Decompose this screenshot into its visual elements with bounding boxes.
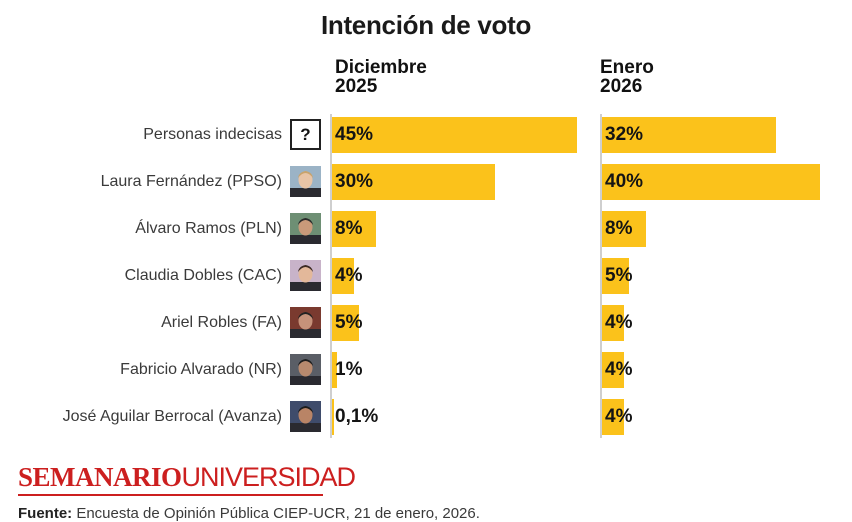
bar [602,305,624,341]
data-label: 1% [335,359,363,380]
data-label: 5% [605,265,633,286]
category-label: Álvaro Ramos (PLN) [135,220,282,237]
axis-line-december [330,114,332,438]
category-label: Ariel Robles (FA) [161,314,282,331]
data-label: 5% [335,312,363,333]
series-header-january: Enero 2026 [600,58,760,96]
candidate-photo [290,354,321,385]
bar [332,211,376,247]
bar [602,211,646,247]
category-label: Laura Fernández (PPSO) [100,173,282,190]
bar [332,399,334,435]
axis-line-january [600,114,602,438]
logo-light-part: UNIVERSIDAD [181,462,357,492]
bar [332,305,360,341]
data-label: 8% [335,218,363,239]
candidate-photo [290,401,321,432]
candidate-photo [290,307,321,338]
series-header-line2: 2026 [600,76,643,97]
logo-bold-part: SEMANARIO [18,462,182,492]
series-header-line2: 2025 [335,76,378,97]
data-label: 8% [605,218,633,239]
bar [332,164,496,200]
data-label: 4% [605,359,633,380]
category-label: José Aguilar Berrocal (Avanza) [62,408,282,425]
chart-title: Intención de voto [320,10,532,40]
bar [602,399,624,435]
series-header-line1: Diciembre [335,57,427,78]
data-label: 4% [335,265,363,286]
bar [332,117,577,153]
logo-underline [18,494,323,496]
category-label: Fabricio Alvarado (NR) [120,361,282,378]
category-label: Claudia Dobles (CAC) [124,267,282,284]
data-label: 40% [605,171,644,192]
source-text: Encuesta de Opinión Pública CIEP-UCR, 21… [72,505,480,522]
candidate-photo [290,260,321,291]
data-label: 4% [605,406,633,427]
bar [332,258,354,294]
candidate-photo [290,166,321,197]
series-header-december: Diciembre 2025 [335,58,495,96]
source-note: Fuente: Encuesta de Opinión Pública CIEP… [18,505,480,522]
source-label: Fuente: [18,505,73,522]
bar [602,117,777,153]
data-label: 30% [335,171,374,192]
question-mark-icon: ? [290,119,321,150]
bar [602,352,624,388]
bar [602,258,630,294]
bar [602,164,820,200]
data-label: 4% [605,312,633,333]
publisher-logo: SEMANARIOUNIVERSIDAD [18,462,357,492]
data-label: 45% [335,124,374,145]
series-header-line1: Enero [600,57,654,78]
data-label: 0,1% [335,406,379,427]
candidate-photo [290,213,321,244]
category-label: Personas indecisas [143,126,282,143]
bar [332,352,338,388]
data-label: 32% [605,124,644,145]
